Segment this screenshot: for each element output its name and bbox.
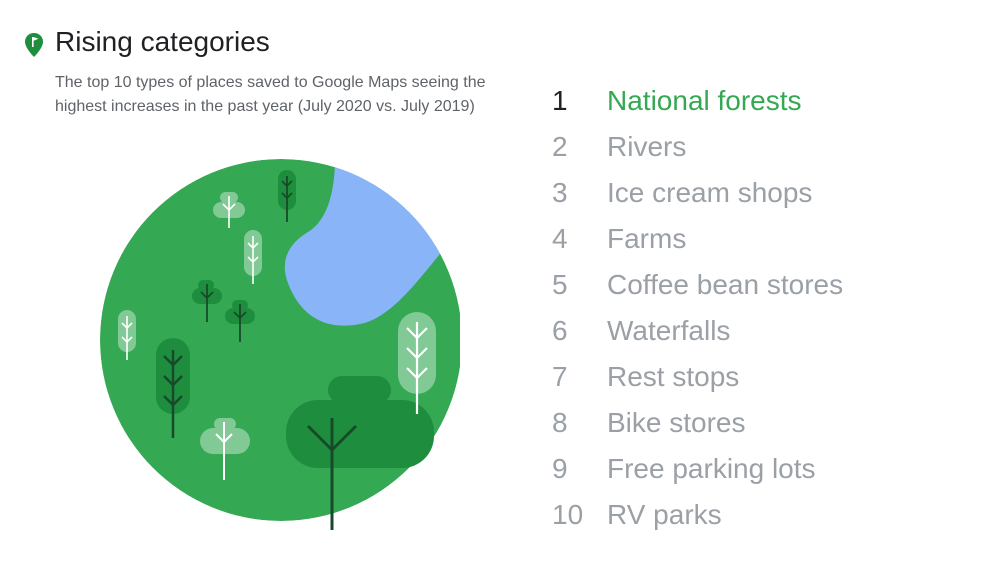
list-item: 7 Rest stops [552, 354, 843, 400]
list-item: 2 Rivers [552, 124, 843, 170]
list-item: 8 Bike stores [552, 400, 843, 446]
bush-tree-icon [192, 280, 222, 322]
light-tall-tree-icon [244, 230, 262, 284]
rank-number: 1 [552, 85, 568, 116]
rank-number: 10 [552, 499, 584, 530]
category-label: RV parks [607, 499, 722, 530]
map-pin-icon [25, 33, 43, 57]
category-label: Waterfalls [607, 315, 731, 346]
list-item: 1 National forests [552, 78, 843, 124]
category-label: Farms [607, 223, 687, 254]
list-item: 3 Ice cream shops [552, 170, 843, 216]
tall-tree-icon [156, 338, 190, 438]
category-label: Bike stores [607, 407, 746, 438]
category-label: Rivers [607, 131, 687, 162]
category-label: National forests [607, 85, 802, 116]
small-tree-icon [278, 170, 296, 222]
rank-number: 5 [552, 269, 568, 300]
rank-number: 6 [552, 315, 568, 346]
rank-number: 7 [552, 361, 568, 392]
page-subtitle: The top 10 types of places saved to Goog… [55, 74, 486, 115]
list-item: 10 RV parks [552, 492, 843, 538]
category-label: Free parking lots [607, 453, 816, 484]
list-item: 6 Waterfalls [552, 308, 843, 354]
rank-number: 4 [552, 223, 568, 254]
rank-number: 9 [552, 453, 568, 484]
rank-number: 3 [552, 177, 568, 208]
rising-categories-list: 1 National forests 2 Rivers 3 Ice cream … [552, 78, 843, 538]
large-tree-icon [286, 376, 434, 530]
light-bush-tree-icon [200, 418, 250, 480]
rank-number: 8 [552, 407, 568, 438]
list-item: 4 Farms [552, 216, 843, 262]
category-label: Coffee bean stores [607, 269, 844, 300]
bush-tree-icon [225, 300, 255, 342]
forest-river-illustration [100, 159, 460, 530]
category-label: Ice cream shops [607, 177, 813, 208]
light-bush-tree-icon [213, 192, 245, 228]
light-large-tree-icon [398, 312, 436, 414]
light-tall-tree-icon [118, 310, 136, 360]
rank-number: 2 [552, 131, 568, 162]
list-item: 9 Free parking lots [552, 446, 843, 492]
page-title: Rising categories [55, 26, 270, 57]
category-label: Rest stops [607, 361, 740, 392]
list-item: 5 Coffee bean stores [552, 262, 843, 308]
